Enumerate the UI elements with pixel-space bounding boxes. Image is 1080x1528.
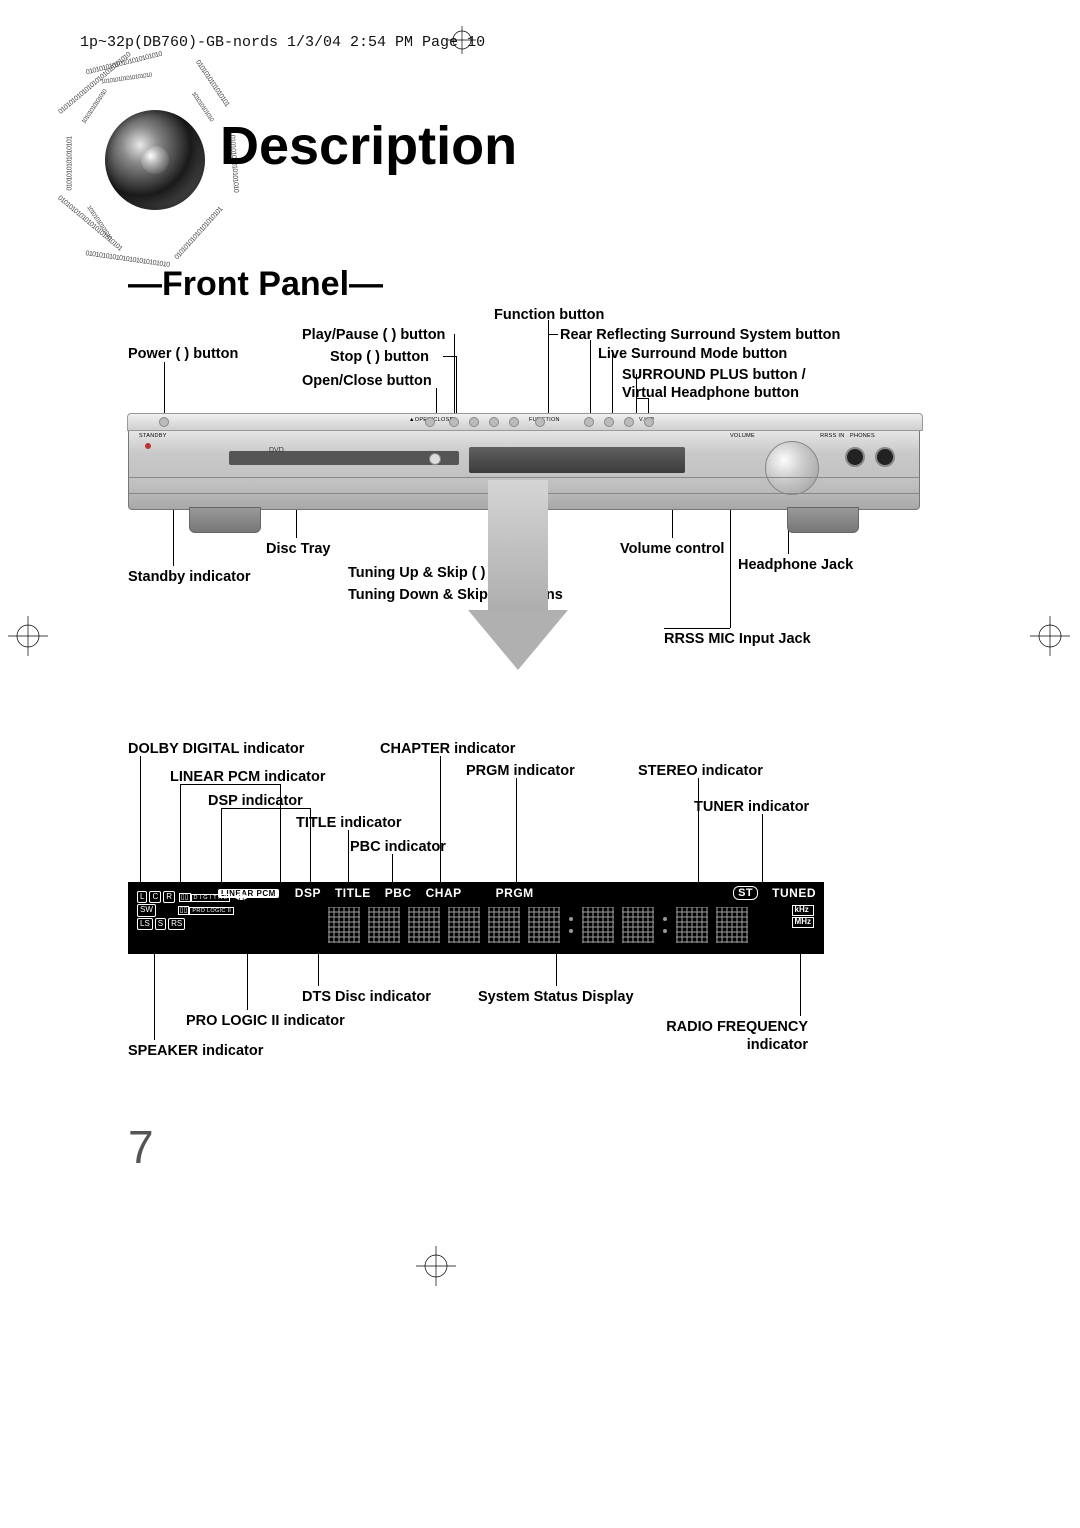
label-prgm: PRGM indicator: [466, 762, 575, 780]
leader-line: [548, 334, 558, 335]
leader-line: [698, 778, 699, 888]
segment-display: [328, 902, 810, 948]
leader-line: [180, 784, 280, 785]
registration-mark-icon: [8, 616, 48, 656]
leader-line: [454, 334, 455, 335]
mhz-text: MHz: [792, 917, 814, 928]
label-stereo: STEREO indicator: [638, 762, 763, 780]
leader-line: [221, 808, 222, 888]
leader-line: [180, 784, 181, 886]
label-prologic: PRO LOGIC II indicator: [186, 1012, 345, 1030]
leader-line: [516, 778, 517, 888]
khz-text: kHz: [792, 905, 814, 916]
registration-mark-icon: [416, 1246, 456, 1286]
registration-mark-icon: [448, 26, 476, 54]
ch-l: L: [137, 891, 147, 903]
title-text: TITLE: [335, 886, 371, 900]
ch-sw: SW: [137, 904, 156, 916]
registration-mark-icon: [1030, 616, 1070, 656]
leader-line: [221, 808, 310, 809]
leader-line: [612, 354, 613, 420]
label-rrss-button: Rear Reflecting Surround System button: [560, 326, 840, 344]
label-chapter: CHAPTER indicator: [380, 740, 515, 758]
ch-r: R: [163, 891, 175, 903]
print-header: 1p~32p(DB760)-GB-nords 1/3/04 2:54 PM Pa…: [80, 34, 485, 51]
digital-pill: D I G I T A L: [191, 894, 231, 902]
label-function: Function button: [494, 306, 604, 324]
label-live-surround: Live Surround Mode button: [598, 345, 787, 363]
ch-c: C: [149, 891, 161, 903]
ch-rs: RS: [168, 918, 185, 930]
leader-line: [556, 950, 557, 986]
leader-line: [348, 830, 349, 888]
leader-line: [636, 398, 648, 399]
leader-line: [664, 628, 730, 629]
label-volume: Volume control: [620, 540, 724, 558]
section-heading: —Front Panel—: [128, 265, 383, 304]
label-standby: Standby indicator: [128, 568, 250, 586]
label-play-pause: Play/Pause ( ) button: [302, 326, 445, 344]
dsp-text: DSP: [295, 886, 321, 900]
leader-line: [762, 814, 763, 888]
label-radio-freq: RADIO FREQUENCY indicator: [638, 1018, 808, 1054]
display-panel-diagram: LCR ▯▯D I G I T A L ◀▮▶ SW ▯▯PRO LOGIC I…: [128, 882, 824, 954]
leader-line: [280, 784, 281, 886]
label-headphone: Headphone Jack: [738, 556, 853, 574]
leader-line: [140, 756, 141, 886]
leader-line: [590, 340, 591, 420]
label-power: Power ( ) button: [128, 345, 238, 363]
label-open-close: Open/Close button: [302, 372, 432, 390]
label-dts: DTS Disc indicator: [302, 988, 431, 1006]
label-pbc: PBC indicator: [350, 838, 446, 856]
prgm-text: PRGM: [496, 886, 534, 900]
leader-line: [318, 950, 319, 986]
label-stop: Stop ( ) button: [330, 348, 429, 366]
leader-line: [454, 334, 455, 422]
leader-line: [310, 808, 311, 888]
manual-page: 1p~32p(DB760)-GB-nords 1/3/04 2:54 PM Pa…: [0, 0, 1080, 1528]
leader-line: [443, 356, 457, 357]
label-tuner: TUNER indicator: [694, 798, 809, 816]
tuned-text: TUNED: [772, 886, 816, 900]
chap-text: CHAP: [426, 886, 462, 900]
leader-line: [800, 950, 801, 1016]
prologic-pill: PRO LOGIC II: [189, 907, 234, 915]
arrow-down-icon: [468, 480, 568, 680]
label-speaker: SPEAKER indicator: [128, 1042, 263, 1060]
st-text: ST: [733, 886, 758, 900]
label-disc-tray: Disc Tray: [266, 540, 331, 558]
label-surround-plus: SURROUND PLUS button / Virtual Headphone…: [622, 366, 852, 402]
leader-line: [730, 490, 731, 628]
leader-line: [440, 756, 441, 888]
leader-line: [154, 950, 155, 1040]
pbc-text: PBC: [385, 886, 412, 900]
leader-line: [247, 950, 248, 1010]
ch-ls: LS: [137, 918, 153, 930]
page-title: Description: [220, 115, 517, 177]
label-rrss-mic: RRSS MIC Input Jack: [664, 630, 811, 648]
leader-line: [548, 320, 549, 420]
label-dolby: DOLBY DIGITAL indicator: [128, 740, 304, 758]
ch-s: S: [155, 918, 166, 930]
page-number: 7: [128, 1120, 154, 1174]
label-system-status: System Status Display: [478, 988, 634, 1006]
